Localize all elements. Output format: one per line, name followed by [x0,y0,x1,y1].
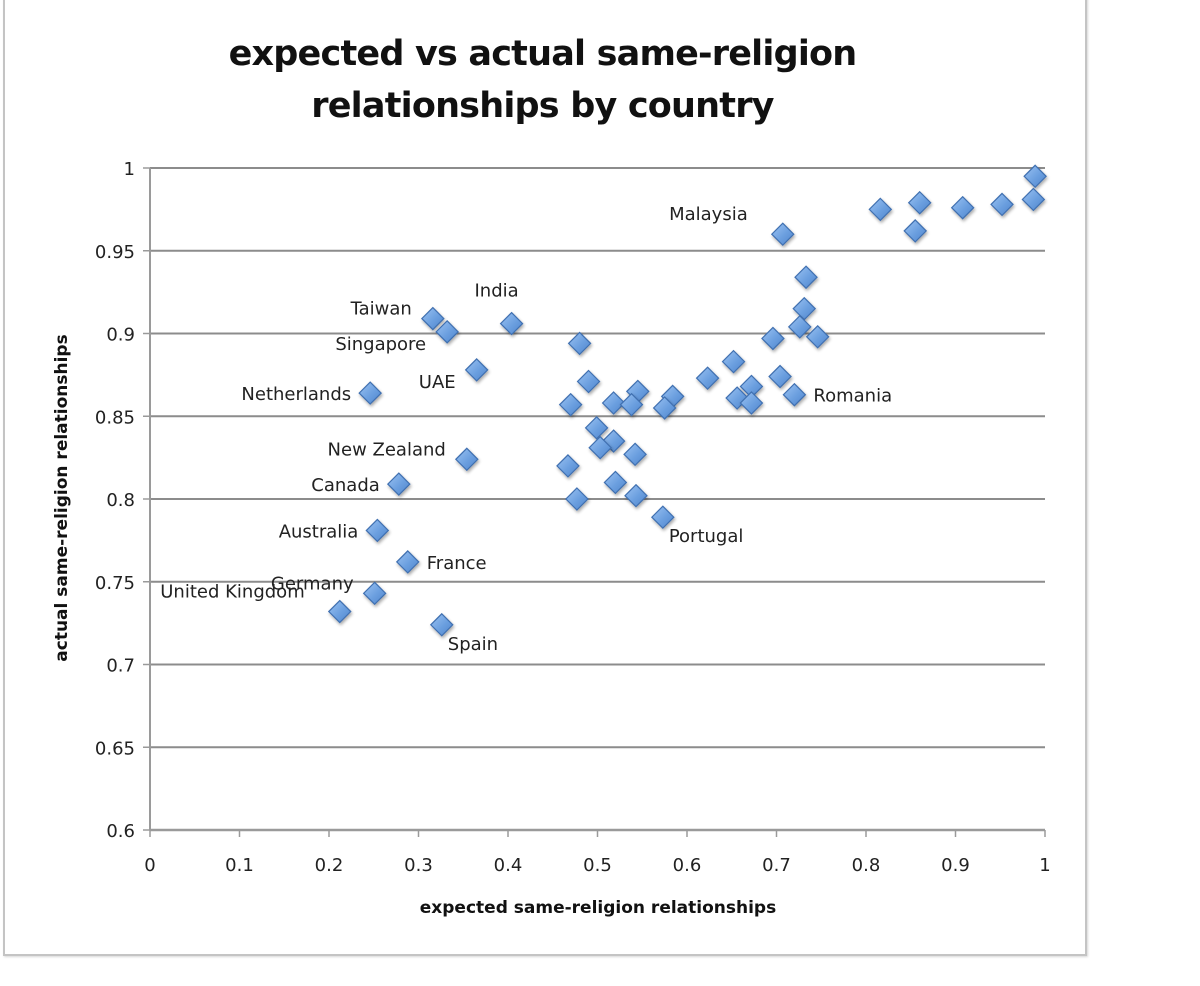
point-label: New Zealand [328,439,446,460]
y-tick-label: 1 [124,159,135,180]
data-point [454,447,479,472]
x-tick-label: 0.4 [494,855,523,876]
data-point [805,324,830,349]
y-tick-label: 0.8 [106,490,135,511]
data-point [619,392,644,417]
data-point [907,190,932,215]
data-point [761,326,785,351]
data-point [558,392,583,417]
point-label: United Kingdom [160,582,304,603]
point-label: Canada [311,475,380,496]
chart-title-line-1: expected vs actual same-religion [228,34,858,74]
chart-frame [3,0,1087,956]
data-point [721,349,746,374]
x-tick-label: 0.2 [315,855,344,876]
data-point [499,311,524,336]
x-tick-label: 0.7 [762,855,791,876]
data-point [903,219,928,243]
point-label: France [427,553,487,574]
point-label: Australia [279,521,359,542]
data-point [603,470,628,495]
data-points [327,164,1048,637]
data-point [576,369,601,394]
data-point [868,197,893,222]
axes [143,167,1046,837]
x-tick-label: 0.9 [941,855,970,876]
point-label: Singapore [335,334,426,355]
y-tick-label: 0.75 [95,573,135,594]
data-point [567,331,592,356]
data-point [950,195,975,220]
data-point [365,518,390,543]
x-tick-label: 0 [144,855,155,876]
data-point [794,265,818,290]
point-label: Portugal [669,526,744,547]
y-tick-label: 0.85 [95,407,135,428]
x-axis-title: expected same-religion relationships [420,898,776,918]
data-point [588,435,613,460]
point-label: Taiwan [350,299,412,320]
data-point [429,612,454,637]
data-point [435,319,459,344]
data-point [650,505,675,530]
y-axis-title: actual same-religion relationships [52,334,72,661]
y-tick-label: 0.6 [106,821,135,842]
point-label: India [474,281,518,302]
x-tick-label: 1 [1039,855,1050,876]
data-point [1023,164,1048,189]
x-tick-label: 0.6 [673,855,702,876]
data-point [556,454,580,478]
data-point [652,396,677,420]
data-point [327,599,352,624]
data-point [695,366,720,391]
data-point [787,315,812,339]
data-point [792,296,817,321]
data-point [990,192,1014,217]
point-label: UAE [419,372,456,393]
data-point [386,472,411,496]
x-tick-label: 0.8 [852,855,881,876]
data-point [358,381,383,405]
data-point [739,391,764,415]
data-point [770,222,795,247]
data-point [782,382,807,407]
x-tick-label: 0.3 [404,855,433,876]
data-point [768,364,792,389]
x-tick-labels: 0 0.1 0.2 0.3 0.4 0.5 0.6 0.7 0.8 0.9 1 [144,855,1050,876]
point-labels: Taiwan Singapore India UAE Netherlands New Ze… [160,204,892,655]
y-tick-label: 0.95 [95,242,135,263]
data-point [464,358,489,382]
data-point [420,306,445,331]
x-tick-label: 0.5 [583,855,612,876]
gridlines [150,167,1045,749]
data-point [584,415,609,440]
chart-title: expected vs actual same-religion relatio… [0,28,1085,132]
point-label: Malaysia [669,204,748,225]
point-label: Spain [448,634,498,655]
data-point [624,483,648,508]
data-point [1021,187,1046,212]
data-point [623,442,647,467]
y-tick-label: 0.7 [106,656,135,677]
data-point [395,550,420,574]
y-tick-label: 0.65 [95,738,135,759]
y-tick-label: 0.9 [106,325,135,346]
chart-title-line-2: relationships by country [311,86,774,126]
point-label: Romania [813,386,892,407]
point-label: Germany [271,573,354,594]
data-point [601,391,626,415]
data-point [565,487,589,511]
x-tick-label: 0.1 [225,855,254,876]
point-label: Netherlands [241,384,351,405]
data-point [362,581,387,606]
y-tick-labels: 0.6 0.65 0.7 0.75 0.8 0.85 0.9 0.95 1 [95,159,135,842]
